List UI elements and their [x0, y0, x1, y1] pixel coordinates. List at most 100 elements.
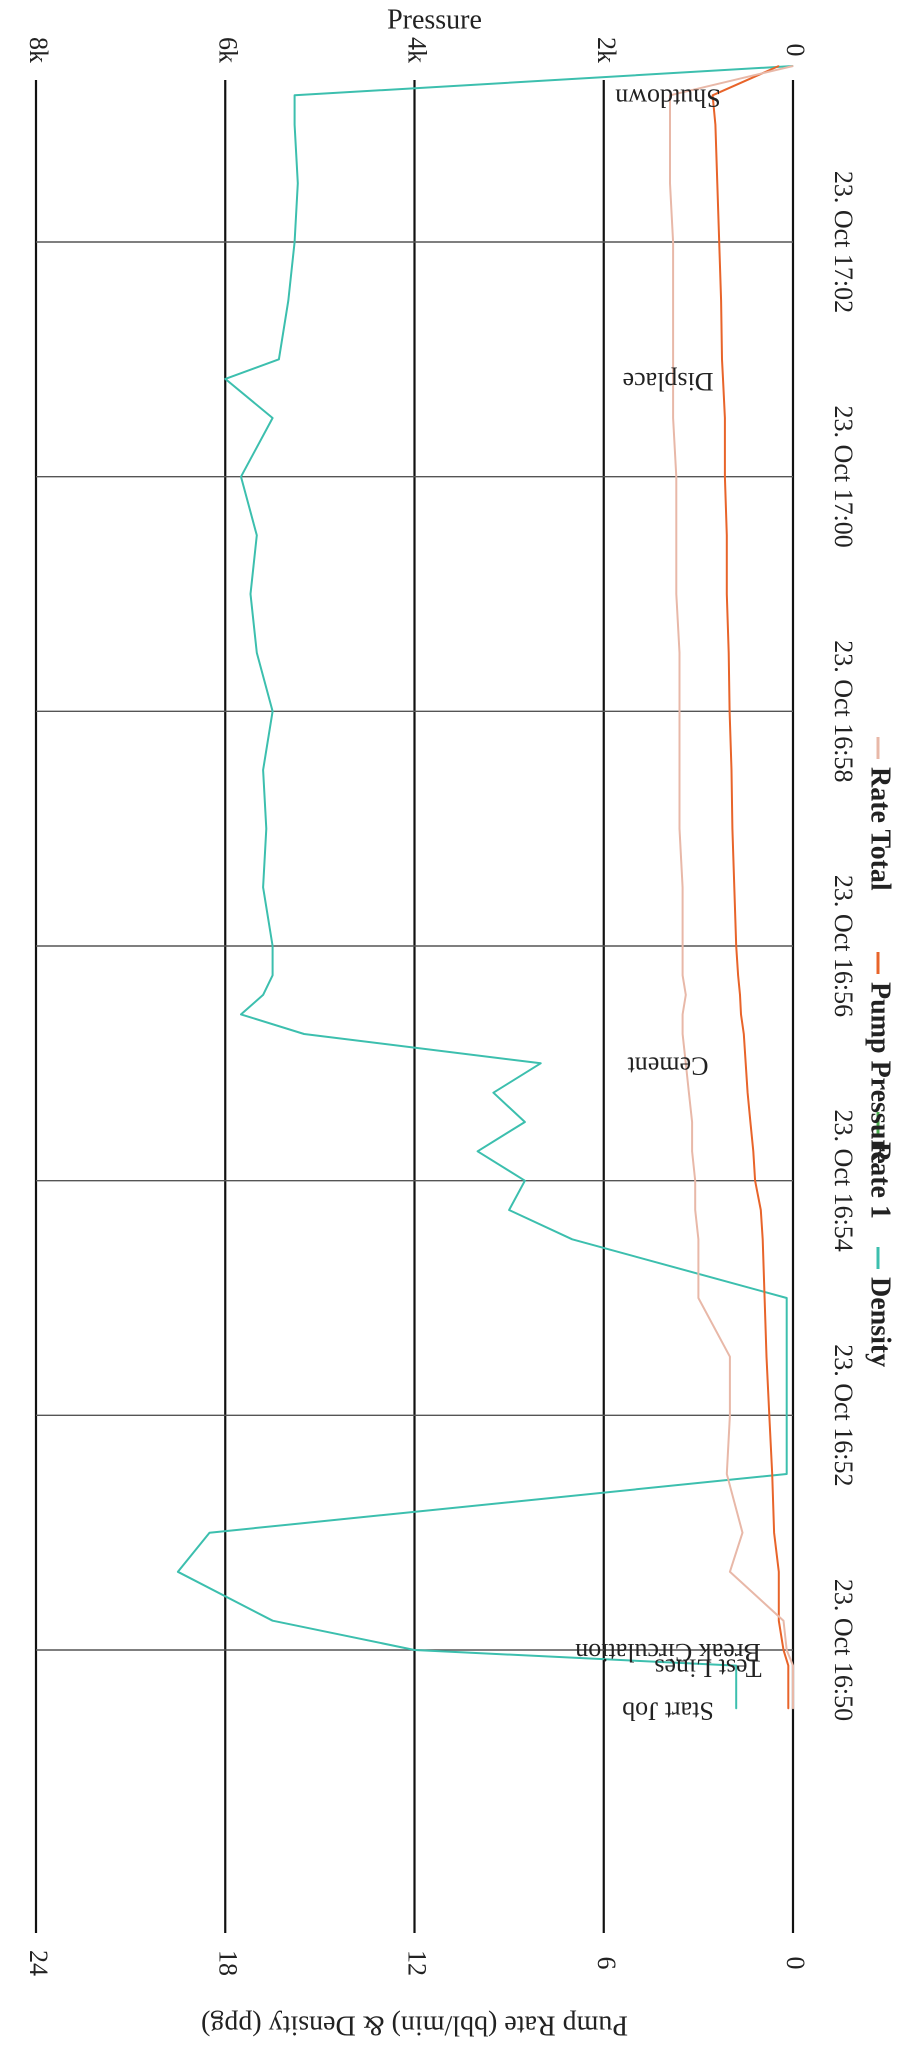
series-point-pump-pressure [730, 769, 733, 771]
series-point-density [294, 241, 296, 243]
series-point-density [786, 1473, 788, 1475]
series-point-density [492, 1092, 494, 1094]
annotation-label: Cement [627, 1051, 709, 1080]
time-tick-label: 23. Oct 16:52 [829, 1344, 858, 1486]
series-point-rate-total [678, 710, 681, 712]
series-point-rate-total [678, 652, 681, 654]
series-point-pump-pressure [729, 710, 731, 712]
series-point-rate-total [672, 300, 674, 302]
series-point-pump-pressure [724, 476, 726, 478]
series-point-pump-pressure [728, 652, 730, 654]
legend-item-rate-total[interactable]: Rate Total [865, 737, 896, 891]
series-point-pump-pressure [760, 1209, 762, 1211]
axes: 0 6 12 18 24 0 2k 4k 6k 8k 23. Oct 16:50 23. Oct 16… [24, 4, 858, 2041]
series-point-rate-total [682, 886, 684, 888]
series-point-density [262, 994, 264, 996]
series-point-rate-total [669, 182, 671, 184]
time-tick-label: 23. Oct 17:00 [829, 406, 858, 548]
series-point-pump-pressure [743, 1033, 745, 1035]
series-point-pump-pressure [747, 1092, 749, 1094]
series-point-pump-pressure [768, 1414, 770, 1416]
series-point-pump-pressure [733, 886, 735, 888]
series-point-rate-total [682, 945, 684, 947]
series-point-pump-pressure [745, 1062, 747, 1064]
series-point-pump-pressure [724, 417, 726, 419]
legend-label: Pump Pressure [865, 982, 896, 1164]
series-line-pump-pressure [711, 65, 790, 1709]
series-point-pump-pressure [754, 1180, 756, 1182]
annotation-label: Test Lines [654, 1654, 761, 1683]
right-axis-tick-label: 8k [24, 37, 53, 63]
series-point-rate-total [675, 593, 677, 595]
series-point-rate-total [729, 1571, 731, 1573]
series-point-rate-total [792, 1665, 794, 1667]
time-tick-label: 23. Oct 16:56 [829, 875, 858, 1017]
series-point-density [240, 476, 242, 478]
series-point-rate-total [694, 1209, 696, 1211]
series-point-density [265, 828, 267, 830]
series-point-rate-total [669, 94, 671, 96]
series-layer [176, 65, 794, 1710]
series-point-pump-pressure [726, 593, 728, 595]
series-point-pump-pressure [722, 378, 724, 380]
series-point-rate-total [786, 1649, 788, 1651]
series-point-pump-pressure [771, 1473, 773, 1475]
series-point-rate-total [691, 1121, 693, 1123]
series-point-rate-total [782, 1620, 785, 1622]
series-point-density [278, 358, 280, 360]
annotation-label: Displace [623, 367, 714, 396]
left-axis-tick-label: 24 [24, 1950, 53, 1976]
series-point-density [786, 1297, 788, 1299]
left-axis-title: Pump Rate (bbl/min) & Density (ppg) [201, 2010, 628, 2041]
series-point-density [224, 378, 226, 380]
legend-item-pump-pressure[interactable]: Pump Pressure [865, 952, 896, 1164]
series-point-pump-pressure [778, 1571, 780, 1573]
series-point-pump-pressure [714, 124, 717, 126]
series-point-rate-total [688, 1092, 690, 1094]
series-point-density [272, 417, 274, 419]
series-point-density [272, 1620, 274, 1622]
series-point-pump-pressure [752, 1150, 754, 1152]
right-axis-tick-label: 4k [403, 37, 432, 63]
series-point-pump-pressure [782, 1649, 785, 1651]
legend-item-density[interactable]: Density [865, 1247, 896, 1367]
series-point-density [786, 1414, 788, 1416]
series-point-density [477, 1150, 479, 1152]
series-point-density [256, 652, 258, 654]
right-axis-tick-label: 6k [213, 37, 242, 63]
series-point-rate-total [675, 534, 677, 536]
series-point-pump-pressure [721, 358, 723, 360]
legend-label: Rate Total [865, 767, 896, 891]
series-point-pump-pressure [764, 1297, 766, 1299]
series-point-density [524, 1121, 526, 1123]
series-point-density [272, 974, 274, 976]
series-point-rate-total [792, 65, 794, 67]
series-point-rate-total [685, 994, 687, 996]
series-point-pump-pressure [716, 182, 718, 184]
series-point-pump-pressure [739, 994, 741, 996]
series-point-rate-total [682, 974, 684, 976]
series-point-density [735, 1708, 737, 1710]
series-point-density [208, 1532, 211, 1534]
series-point-rate-total [678, 769, 681, 771]
series-point-rate-total [682, 1013, 684, 1016]
series-point-density [735, 1665, 737, 1667]
right-axis-tick-label: 2k [592, 37, 621, 63]
series-point-density [272, 945, 274, 947]
series-point-density [294, 94, 296, 96]
time-tick-label: 23. Oct 16:54 [829, 1110, 858, 1252]
legend-item-rate-1[interactable]: Rate 1 [865, 1112, 896, 1219]
series-line-rate-total [669, 65, 794, 1709]
legend-label: Density [865, 1277, 896, 1367]
series-line-density [176, 65, 794, 1709]
series-point-density [249, 593, 252, 595]
series-point-density [571, 1238, 573, 1240]
series-point-pump-pressure [712, 94, 714, 96]
series-point-density [524, 1180, 526, 1182]
series-point-pump-pressure [765, 1356, 768, 1358]
series-point-density [508, 1209, 510, 1211]
time-tick-label: 23. Oct 17:02 [829, 171, 858, 313]
series-point-pump-pressure [778, 65, 780, 67]
